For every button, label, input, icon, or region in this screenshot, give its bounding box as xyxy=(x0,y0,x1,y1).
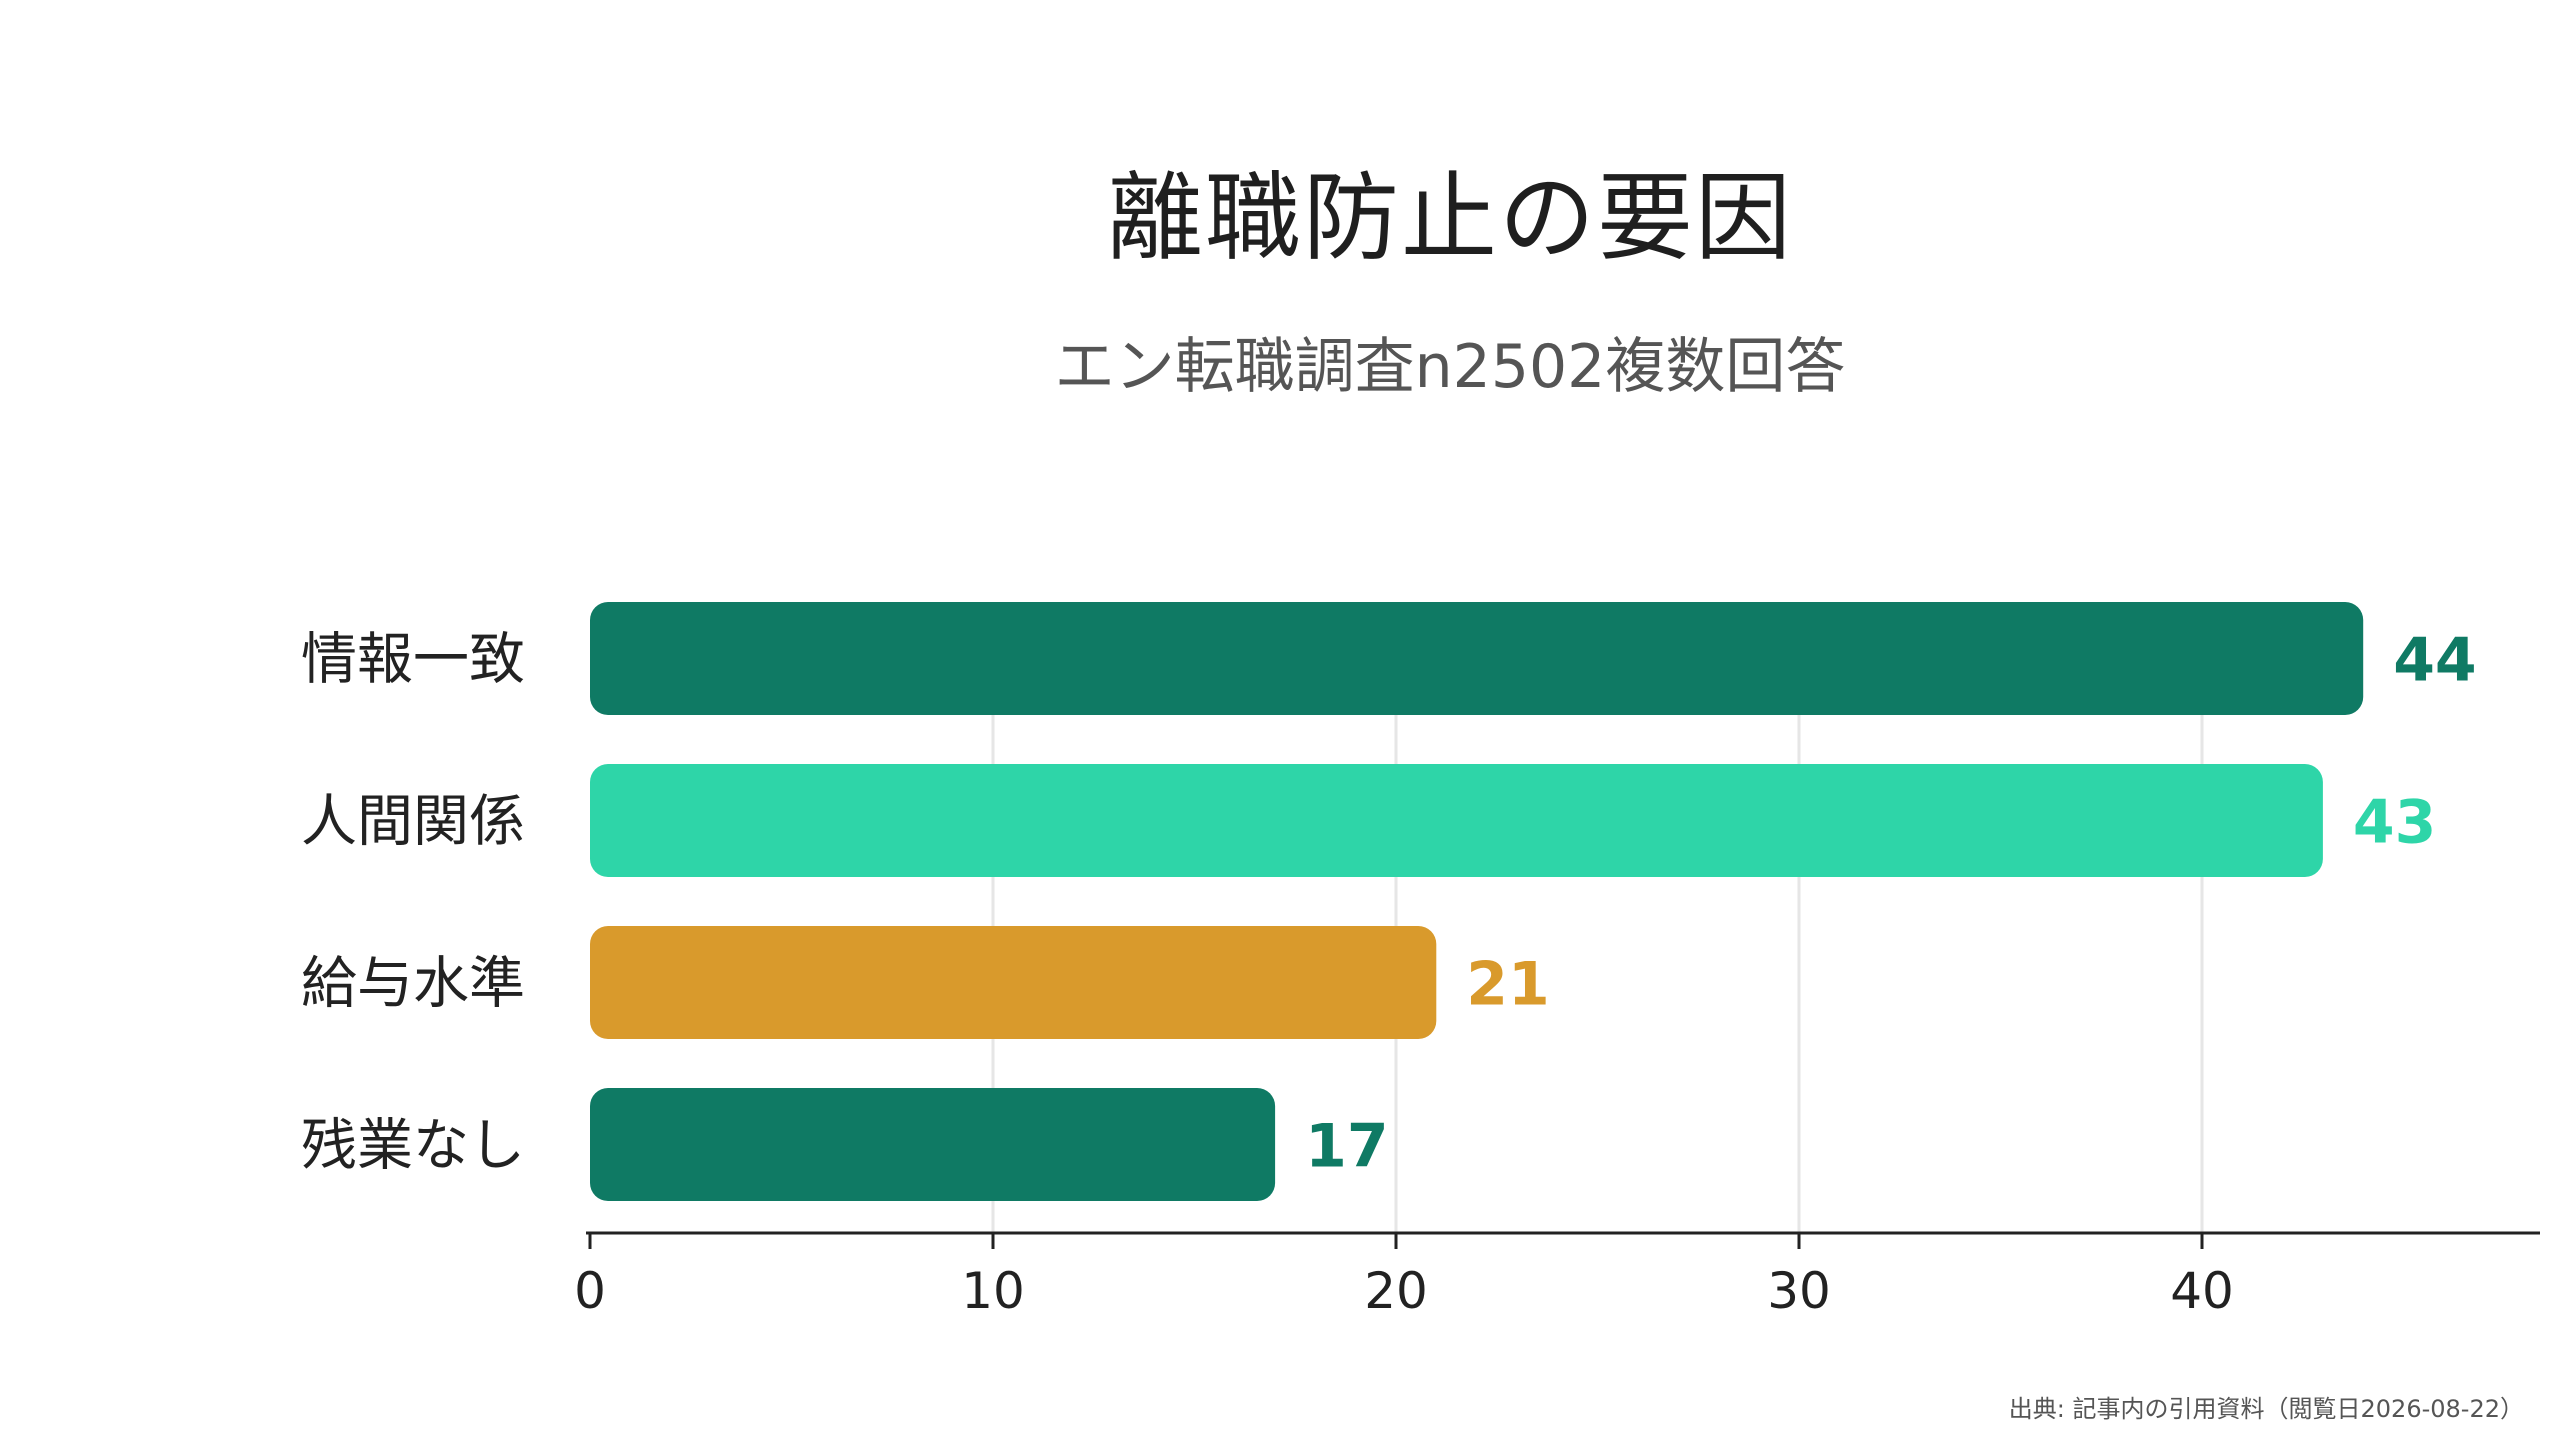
x-tick-label-40: 40 xyxy=(2170,1262,2234,1320)
value-label-2: 43 xyxy=(2353,788,2437,858)
bar-4 xyxy=(590,1088,1276,1201)
source-note: 出典: 記事内の引用資料（閲覧日2026-08-22） xyxy=(2008,1395,2524,1423)
category-label-4: 残業なし xyxy=(301,1114,525,1179)
bar-2 xyxy=(590,764,2323,877)
category-label-3: 給与水準 xyxy=(301,952,525,1017)
category-label-1: 情報一致 xyxy=(301,628,525,693)
chart-title: 離職防止の要因 xyxy=(1107,162,1793,274)
chart-subtitle: エン転職調査n2502複数回答 xyxy=(1054,332,1846,402)
x-tick-label-10: 10 xyxy=(961,1262,1025,1320)
x-tick-label-20: 20 xyxy=(1364,1262,1428,1320)
value-label-1: 44 xyxy=(2393,626,2477,696)
value-label-3: 21 xyxy=(1466,950,1550,1020)
category-label-2: 人間関係 xyxy=(301,790,525,855)
value-label-4: 17 xyxy=(1305,1112,1389,1182)
bar-3 xyxy=(590,926,1437,1039)
bar-1 xyxy=(590,602,2364,715)
x-tick-label-30: 30 xyxy=(1767,1262,1831,1320)
x-tick-label-0: 0 xyxy=(574,1262,606,1320)
